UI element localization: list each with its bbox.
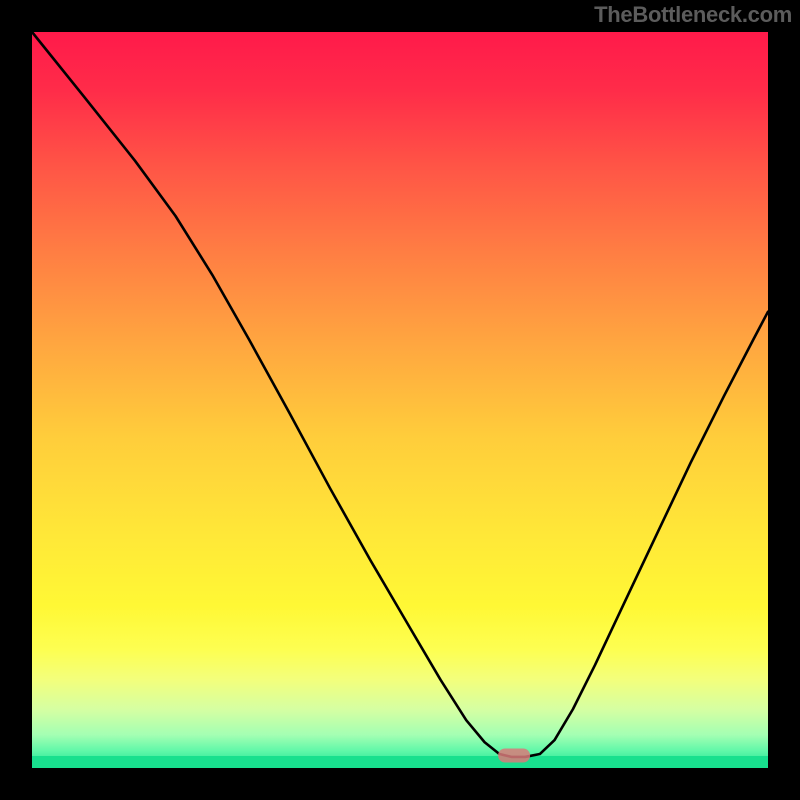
watermark-text: TheBottleneck.com xyxy=(594,2,792,28)
plot-background xyxy=(32,32,768,768)
bottleneck-chart xyxy=(0,0,800,800)
plot-bottom-band xyxy=(32,756,768,768)
optimal-point-marker xyxy=(498,748,530,762)
chart-container: TheBottleneck.com xyxy=(0,0,800,800)
